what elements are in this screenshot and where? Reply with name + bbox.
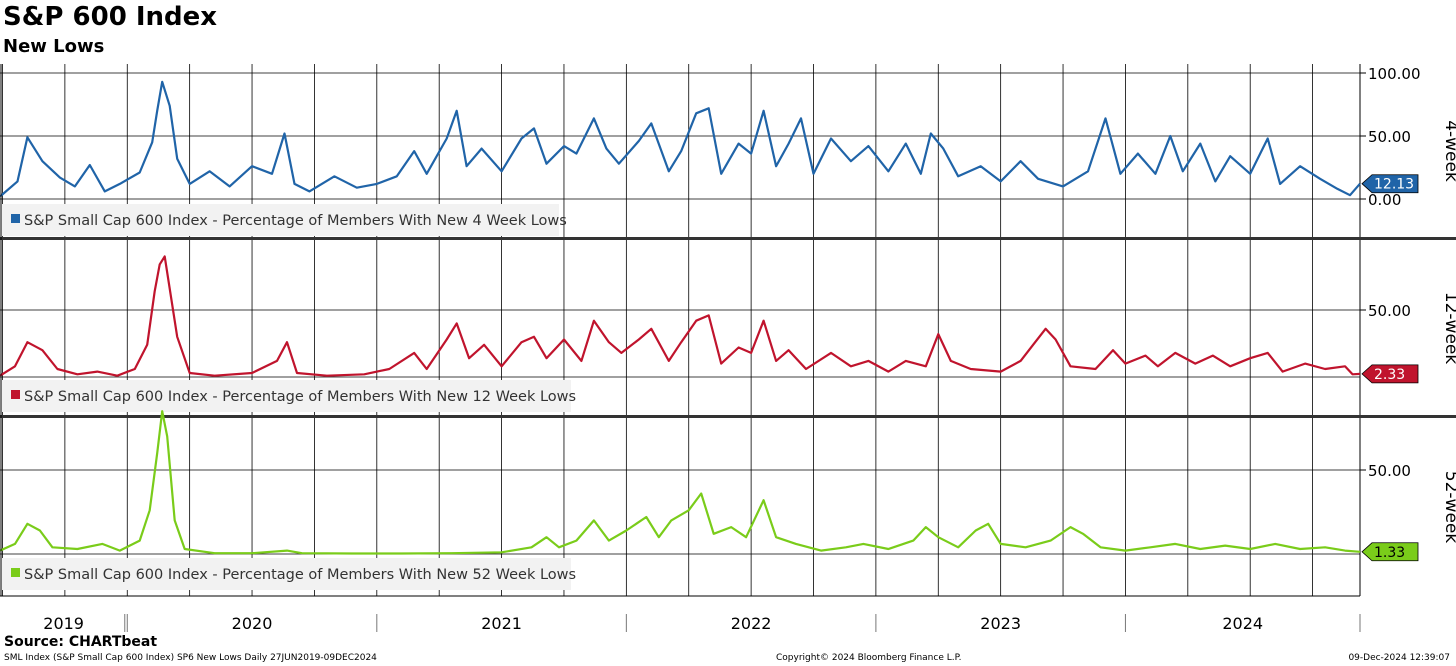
y-tick-label: 50.00 <box>1368 128 1411 146</box>
chart-subtitle: New Lows <box>3 36 105 57</box>
source-label: Source: CHARTbeat <box>4 634 158 650</box>
legend-label: S&P Small Cap 600 Index - Percentage of … <box>24 567 576 583</box>
series-line-4-week <box>0 80 1361 198</box>
y-tick-label: 100.00 <box>1368 65 1421 83</box>
last-value-label: 2.33 <box>1374 367 1405 383</box>
panel-12-week: 50.00 2.33 12-week S&P Small Cap 600 Index … <box>0 240 1456 418</box>
y-tick-label: 50.00 <box>1368 462 1411 480</box>
y-tick-label: 0.00 <box>1368 191 1401 209</box>
footer-copyright: Copyright© 2024 Bloomberg Finance L.P. <box>776 653 962 663</box>
last-value-tag <box>1361 174 1419 194</box>
x-tick-label: 2020 <box>232 614 273 633</box>
legend-box <box>1 558 571 590</box>
legend-swatch <box>11 214 20 223</box>
last-value-label: 1.33 <box>1374 545 1405 561</box>
axis-title-12-week: 12-week <box>1441 292 1456 365</box>
y-tick-label: 50.00 <box>1368 302 1411 320</box>
legend-label: S&P Small Cap 600 Index - Percentage of … <box>24 389 576 405</box>
legend-swatch <box>11 568 20 577</box>
axis-title-52-week: 52-week <box>1441 471 1456 544</box>
panel-separator <box>0 415 1456 418</box>
axis-title-4-week: 4-week <box>1441 120 1456 182</box>
panel-52-week: 50.00 1.33 52-week S&P Small Cap 600 Index … <box>0 410 1456 596</box>
x-tick-label: 2019 <box>43 614 84 633</box>
x-tick-label: 2024 <box>1222 614 1263 633</box>
footer-timestamp: 09-Dec-2024 12:39:07 <box>1348 653 1450 663</box>
chart-title: S&P 600 Index <box>3 2 218 32</box>
last-value-tag <box>1361 542 1419 562</box>
legend-label: S&P Small Cap 600 Index - Percentage of … <box>24 213 567 229</box>
legend-box <box>1 380 571 412</box>
series-line-12-week <box>0 255 1361 377</box>
panel-separator <box>0 237 1456 240</box>
legend-box <box>1 204 559 236</box>
x-tick-label: 2023 <box>980 614 1021 633</box>
footer-description: SML Index (S&P Small Cap 600 Index) SP6 … <box>4 653 377 663</box>
legend-swatch <box>11 390 20 399</box>
x-tick-label: 2022 <box>731 614 772 633</box>
series-line-52-week <box>0 410 1361 555</box>
last-value-label: 12.13 <box>1374 177 1414 193</box>
x-tick-label: 2021 <box>481 614 522 633</box>
last-value-tag <box>1361 364 1419 384</box>
